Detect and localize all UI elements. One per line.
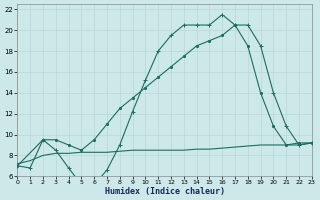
X-axis label: Humidex (Indice chaleur): Humidex (Indice chaleur) [105, 187, 225, 196]
